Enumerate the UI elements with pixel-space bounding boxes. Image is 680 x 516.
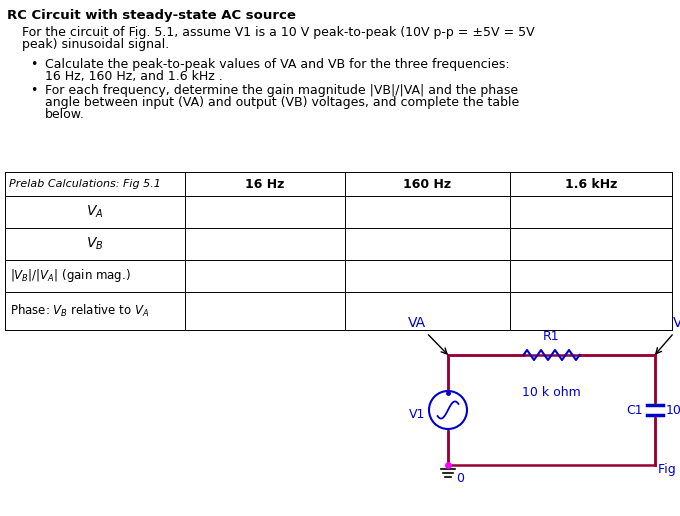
Text: R1: R1 <box>543 331 560 344</box>
Text: V1: V1 <box>409 409 425 422</box>
Text: 16 Hz, 160 Hz, and 1.6 kHz .: 16 Hz, 160 Hz, and 1.6 kHz . <box>45 70 223 83</box>
Bar <box>428 390 468 430</box>
Bar <box>646 403 664 417</box>
Text: Prelab Calculations: Fig 5.1: Prelab Calculations: Fig 5.1 <box>9 179 161 189</box>
Text: Phase: $V_B$ relative to $V_A$: Phase: $V_B$ relative to $V_A$ <box>10 303 150 319</box>
Text: C1: C1 <box>626 404 643 416</box>
Text: 10 k ohm: 10 k ohm <box>522 386 581 399</box>
Text: below.: below. <box>45 108 85 121</box>
Text: Calculate the peak-to-peak values of VA and VB for the three frequencies:: Calculate the peak-to-peak values of VA … <box>45 58 509 71</box>
Text: •: • <box>30 84 37 97</box>
Text: •: • <box>30 58 37 71</box>
Text: angle between input (VA) and output (VB) voltages, and complete the table: angle between input (VA) and output (VB)… <box>45 96 520 109</box>
Text: 1.6 kHz: 1.6 kHz <box>565 178 617 190</box>
Text: $|V_B|/|V_A|$ (gain mag.): $|V_B|/|V_A|$ (gain mag.) <box>10 267 131 284</box>
Text: 100nF: 100nF <box>666 404 680 416</box>
Text: $V_A$: $V_A$ <box>86 204 104 220</box>
Text: 160 Hz: 160 Hz <box>403 178 452 190</box>
Text: VA: VA <box>408 316 447 354</box>
Text: $V_B$: $V_B$ <box>86 236 104 252</box>
Text: Fig 5.1: Fig 5.1 <box>658 462 680 476</box>
Text: 16 Hz: 16 Hz <box>245 178 285 190</box>
Text: peak) sinusoidal signal.: peak) sinusoidal signal. <box>22 38 169 51</box>
Text: RC Circuit with steady-state AC source: RC Circuit with steady-state AC source <box>7 9 296 22</box>
Text: VB: VB <box>656 316 680 354</box>
Text: 0: 0 <box>456 473 464 486</box>
Text: For each frequency, determine the gain magnitude |VB|/|VA| and the phase: For each frequency, determine the gain m… <box>45 84 518 97</box>
Text: For the circuit of Fig. 5.1, assume V1 is a 10 V peak-to-peak (10V p-p = ±5V = 5: For the circuit of Fig. 5.1, assume V1 i… <box>22 26 534 39</box>
